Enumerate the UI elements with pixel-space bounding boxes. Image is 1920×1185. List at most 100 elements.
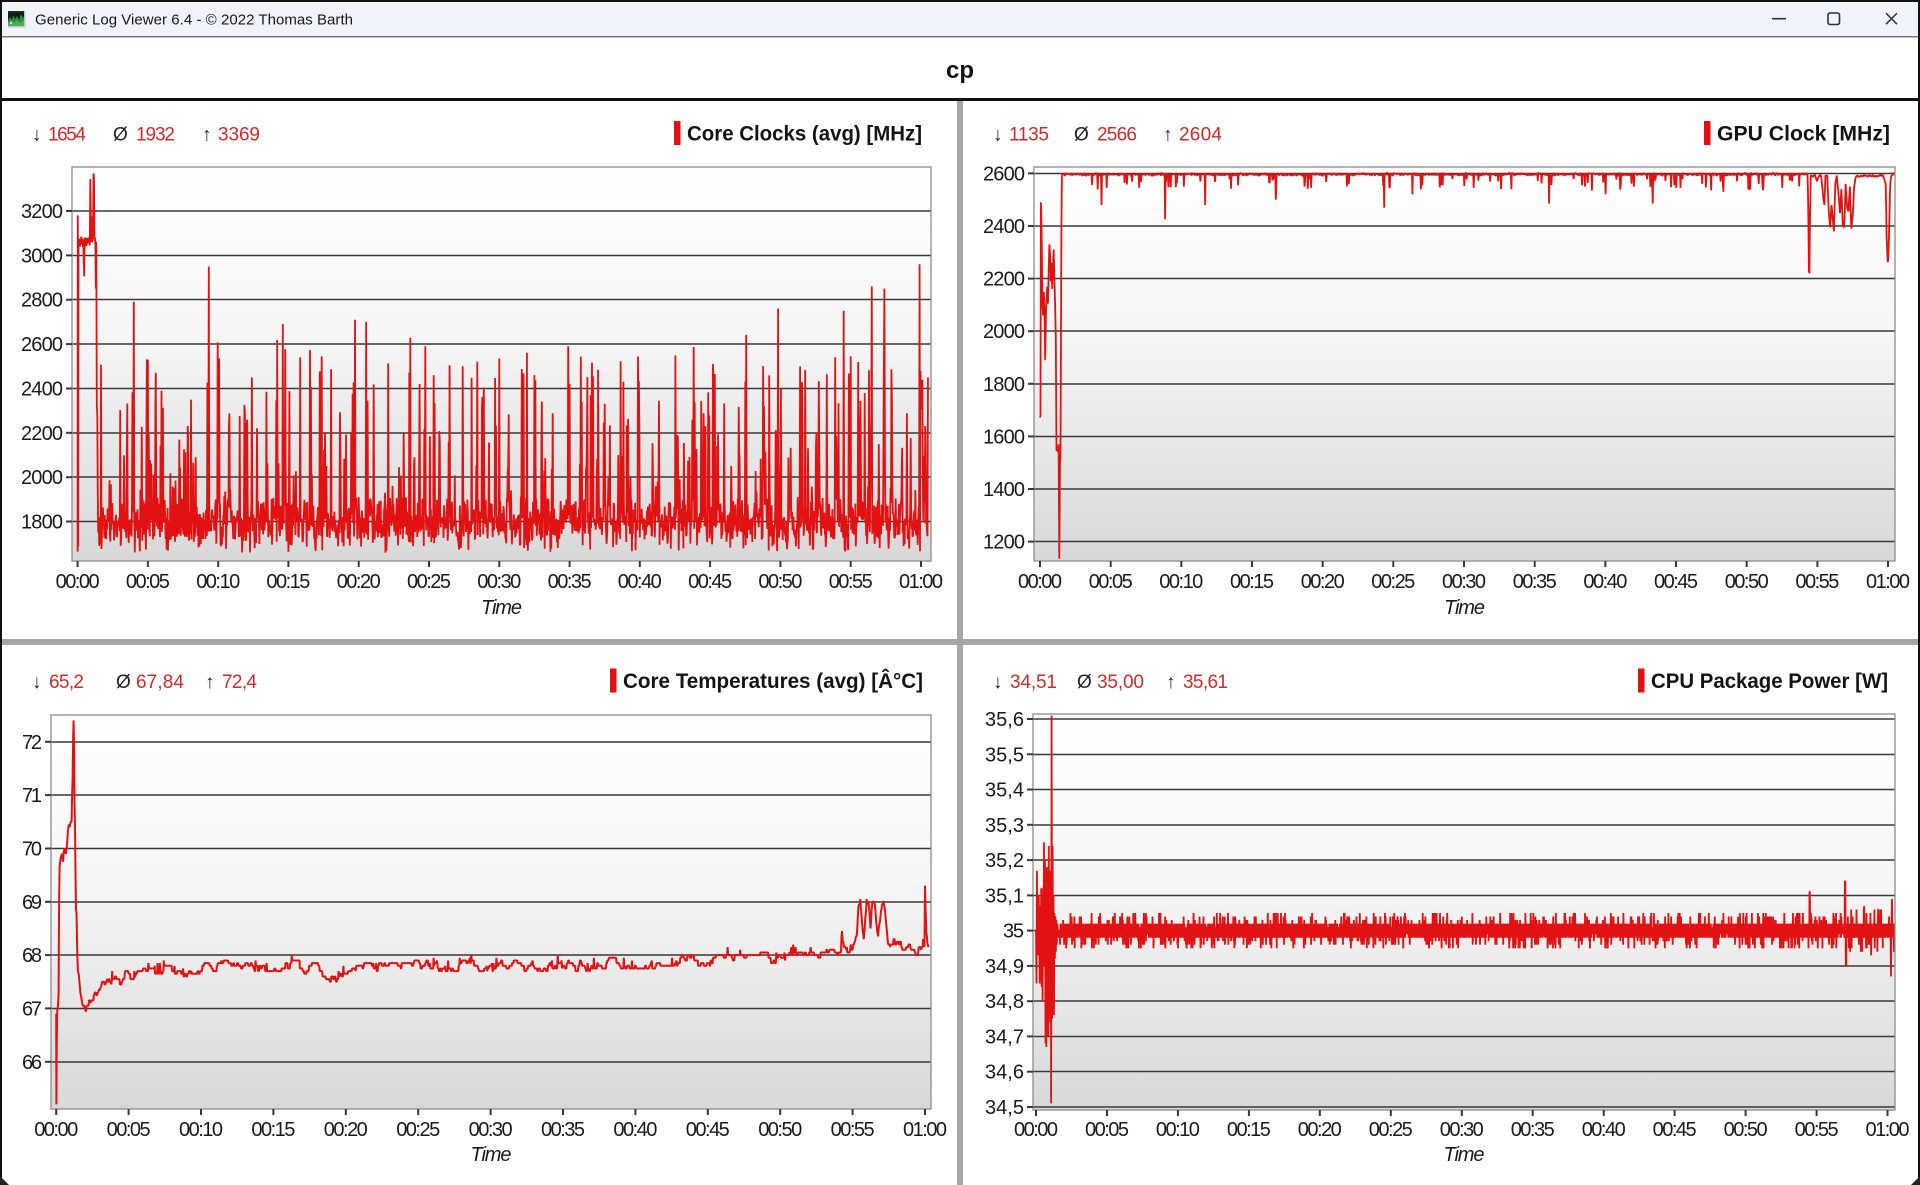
svg-text:00:20: 00:20 xyxy=(1301,571,1345,593)
svg-text:67,84: 67,84 xyxy=(136,672,184,693)
svg-text:Ø: Ø xyxy=(1074,125,1089,146)
svg-text:Time: Time xyxy=(1444,1144,1485,1166)
svg-text:1654: 1654 xyxy=(48,125,86,146)
svg-text:3369: 3369 xyxy=(218,125,260,146)
svg-text:34,5: 34,5 xyxy=(985,1097,1024,1119)
svg-text:00:35: 00:35 xyxy=(1513,571,1557,593)
svg-text:00:25: 00:25 xyxy=(1369,1119,1413,1141)
svg-text:↓: ↓ xyxy=(993,125,1003,146)
svg-text:00:30: 00:30 xyxy=(1442,571,1486,593)
svg-text:00:10: 00:10 xyxy=(1159,571,1203,593)
svg-text:↑: ↑ xyxy=(1166,672,1176,693)
svg-text:00:00: 00:00 xyxy=(34,1119,78,1141)
svg-text:cp: cp xyxy=(946,57,974,84)
svg-text:2600: 2600 xyxy=(21,334,63,356)
svg-text:2566: 2566 xyxy=(1097,125,1137,146)
svg-text:70: 70 xyxy=(22,839,42,861)
svg-text:71: 71 xyxy=(22,785,42,807)
svg-text:00:05: 00:05 xyxy=(1085,1119,1129,1141)
svg-text:34,8: 34,8 xyxy=(985,991,1024,1013)
svg-text:67: 67 xyxy=(22,998,42,1020)
svg-text:GPU Clock [MHz]: GPU Clock [MHz] xyxy=(1717,123,1890,146)
svg-text:Ø: Ø xyxy=(116,672,131,693)
svg-text:00:30: 00:30 xyxy=(1440,1119,1484,1141)
svg-text:2400: 2400 xyxy=(983,216,1025,238)
svg-text:00:25: 00:25 xyxy=(1371,571,1415,593)
svg-text:00:40: 00:40 xyxy=(618,571,662,593)
svg-text:01:00: 01:00 xyxy=(903,1119,947,1141)
svg-text:2000: 2000 xyxy=(983,321,1025,343)
svg-text:00:00: 00:00 xyxy=(1018,571,1062,593)
svg-text:00:05: 00:05 xyxy=(107,1119,151,1141)
svg-text:00:05: 00:05 xyxy=(126,571,170,593)
svg-text:00:40: 00:40 xyxy=(1583,571,1627,593)
svg-text:1932: 1932 xyxy=(136,125,175,146)
svg-text:↓: ↓ xyxy=(993,672,1003,693)
svg-text:1200: 1200 xyxy=(983,532,1025,554)
svg-text:1400: 1400 xyxy=(983,479,1025,501)
svg-text:00:15: 00:15 xyxy=(266,571,310,593)
svg-text:↑: ↑ xyxy=(205,672,215,693)
svg-text:35,61: 35,61 xyxy=(1183,672,1228,693)
svg-text:2600: 2600 xyxy=(983,163,1025,185)
svg-text:↑: ↑ xyxy=(1163,125,1173,146)
svg-text:2604: 2604 xyxy=(1179,125,1222,146)
svg-text:01:00: 01:00 xyxy=(899,571,943,593)
svg-text:72: 72 xyxy=(22,732,42,754)
svg-text:00:20: 00:20 xyxy=(1298,1119,1342,1141)
svg-text:2000: 2000 xyxy=(21,467,63,489)
svg-text:1135: 1135 xyxy=(1009,125,1049,146)
svg-text:34,7: 34,7 xyxy=(985,1026,1024,1048)
svg-text:01:00: 01:00 xyxy=(1866,571,1910,593)
svg-text:00:10: 00:10 xyxy=(179,1119,223,1141)
svg-text:72,4: 72,4 xyxy=(222,672,257,693)
svg-text:00:50: 00:50 xyxy=(1725,571,1769,593)
svg-text:1800: 1800 xyxy=(21,512,63,534)
svg-text:00:45: 00:45 xyxy=(1653,1119,1697,1141)
svg-text:Core Temperatures (avg) [Â°C]: Core Temperatures (avg) [Â°C] xyxy=(623,669,923,693)
svg-text:CPU Package Power [W]: CPU Package Power [W] xyxy=(1651,670,1888,693)
svg-text:↓: ↓ xyxy=(32,672,42,693)
svg-text:00:20: 00:20 xyxy=(324,1119,368,1141)
svg-text:1800: 1800 xyxy=(983,374,1025,396)
svg-text:00:30: 00:30 xyxy=(477,571,521,593)
svg-text:Time: Time xyxy=(481,597,522,619)
svg-text:00:15: 00:15 xyxy=(1227,1119,1271,1141)
svg-text:2200: 2200 xyxy=(21,423,63,445)
svg-text:00:45: 00:45 xyxy=(686,1119,730,1141)
svg-text:66: 66 xyxy=(22,1052,42,1074)
svg-text:68: 68 xyxy=(22,945,42,967)
svg-text:35,4: 35,4 xyxy=(985,780,1024,802)
svg-text:35,6: 35,6 xyxy=(985,709,1024,731)
svg-text:00:00: 00:00 xyxy=(56,571,100,593)
svg-text:2200: 2200 xyxy=(983,269,1025,291)
svg-text:35,00: 35,00 xyxy=(1097,672,1144,693)
svg-text:Ø: Ø xyxy=(113,125,128,146)
svg-text:35: 35 xyxy=(1003,921,1024,943)
svg-text:3200: 3200 xyxy=(21,201,63,223)
svg-text:00:25: 00:25 xyxy=(396,1119,440,1141)
svg-text:00:35: 00:35 xyxy=(541,1119,585,1141)
svg-text:00:05: 00:05 xyxy=(1089,571,1133,593)
svg-text:00:35: 00:35 xyxy=(548,571,592,593)
svg-text:00:45: 00:45 xyxy=(688,571,732,593)
svg-text:00:55: 00:55 xyxy=(829,571,873,593)
svg-text:34,51: 34,51 xyxy=(1010,672,1057,693)
svg-text:35,2: 35,2 xyxy=(985,850,1024,872)
svg-text:00:50: 00:50 xyxy=(758,571,802,593)
svg-text:35,5: 35,5 xyxy=(985,744,1024,766)
svg-text:2800: 2800 xyxy=(21,290,63,312)
svg-text:3000: 3000 xyxy=(21,245,63,267)
svg-text:2400: 2400 xyxy=(21,379,63,401)
svg-text:34,6: 34,6 xyxy=(985,1062,1024,1084)
svg-text:00:25: 00:25 xyxy=(407,571,451,593)
svg-text:00:30: 00:30 xyxy=(469,1119,513,1141)
svg-text:00:10: 00:10 xyxy=(1156,1119,1200,1141)
svg-text:00:55: 00:55 xyxy=(1795,1119,1839,1141)
svg-text:↓: ↓ xyxy=(32,125,42,146)
svg-text:00:15: 00:15 xyxy=(1230,571,1274,593)
svg-text:00:20: 00:20 xyxy=(337,571,381,593)
svg-text:Core Clocks (avg) [MHz]: Core Clocks (avg) [MHz] xyxy=(687,123,922,146)
svg-text:00:45: 00:45 xyxy=(1654,571,1698,593)
svg-text:65,2: 65,2 xyxy=(49,672,84,693)
